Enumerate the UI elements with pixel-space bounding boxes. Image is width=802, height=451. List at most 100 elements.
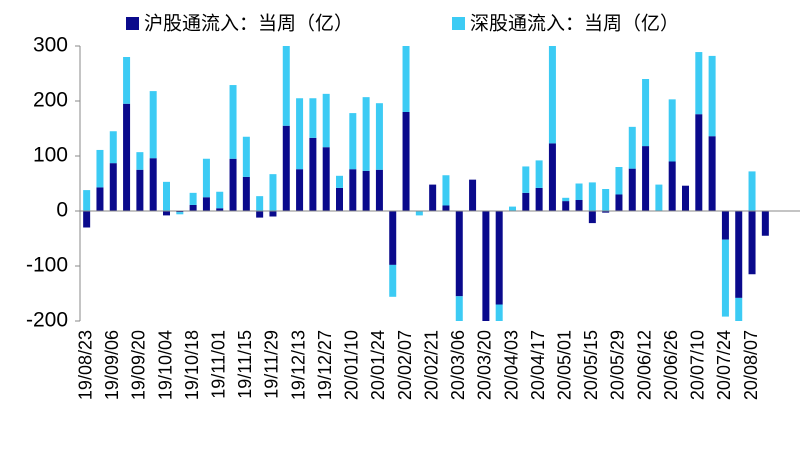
bar bbox=[282, 46, 290, 126]
bar bbox=[229, 158, 237, 211]
bar bbox=[668, 99, 676, 162]
bar bbox=[575, 183, 583, 200]
bar bbox=[269, 211, 277, 217]
bar bbox=[628, 168, 636, 211]
x-tick-label: 19/11/29 bbox=[262, 330, 282, 399]
bar bbox=[149, 91, 157, 159]
bar bbox=[628, 126, 636, 169]
x-tick-label: 20/02/21 bbox=[421, 330, 441, 400]
bar bbox=[163, 211, 170, 216]
x-tick-label: 20/02/07 bbox=[395, 330, 415, 400]
bar bbox=[202, 197, 210, 211]
bar bbox=[242, 176, 250, 211]
x-tick-label: 20/04/17 bbox=[528, 330, 548, 400]
bar bbox=[575, 200, 583, 211]
bar bbox=[735, 297, 743, 321]
bar bbox=[375, 103, 383, 170]
bar bbox=[668, 161, 676, 211]
bar bbox=[256, 196, 264, 211]
bar bbox=[282, 125, 290, 211]
x-tick-label: 19/10/04 bbox=[155, 330, 175, 400]
bar bbox=[83, 190, 91, 211]
bar bbox=[176, 211, 184, 213]
bar bbox=[269, 174, 277, 211]
bar bbox=[109, 163, 117, 211]
y-tick-label: 200 bbox=[33, 89, 68, 112]
bar bbox=[548, 46, 556, 144]
bar bbox=[562, 197, 570, 202]
bar bbox=[695, 52, 703, 115]
bar bbox=[375, 169, 383, 211]
y-tick-label: 300 bbox=[33, 34, 68, 57]
bar bbox=[189, 192, 197, 205]
bar bbox=[322, 93, 330, 148]
bar bbox=[402, 46, 410, 112]
x-tick-label: 20/01/24 bbox=[368, 330, 388, 400]
x-tick-label: 19/12/13 bbox=[288, 330, 308, 400]
x-tick-label: 20/05/29 bbox=[608, 330, 628, 400]
bar bbox=[256, 211, 264, 218]
bar bbox=[442, 205, 450, 211]
bar bbox=[189, 204, 197, 211]
bar bbox=[655, 184, 663, 211]
bar bbox=[682, 185, 689, 211]
legend-label: 沪股通流入：当周（亿） bbox=[144, 13, 353, 35]
bar bbox=[336, 187, 343, 211]
legend-swatch bbox=[126, 17, 139, 30]
bar bbox=[748, 211, 756, 275]
x-tick-label: 20/03/20 bbox=[475, 330, 495, 400]
bar bbox=[163, 181, 170, 211]
bar bbox=[761, 211, 769, 236]
bar bbox=[588, 211, 596, 224]
x-tick-label: 20/07/24 bbox=[714, 330, 734, 400]
bar bbox=[389, 264, 397, 297]
bar bbox=[642, 146, 650, 211]
bar bbox=[509, 206, 516, 211]
bar bbox=[642, 79, 650, 147]
bar bbox=[708, 136, 716, 211]
bar bbox=[748, 171, 756, 211]
bar bbox=[136, 169, 144, 211]
x-tick-label: 20/06/12 bbox=[634, 330, 654, 400]
x-tick-label: 19/09/06 bbox=[102, 330, 122, 400]
x-tick-label: 19/10/18 bbox=[182, 330, 202, 400]
bar bbox=[455, 296, 463, 321]
bar bbox=[495, 304, 503, 321]
legend-swatch bbox=[452, 17, 465, 30]
bar bbox=[176, 212, 184, 215]
bar bbox=[362, 170, 370, 211]
bar bbox=[322, 147, 330, 211]
x-tick-label: 20/03/06 bbox=[448, 330, 468, 400]
bar bbox=[109, 131, 117, 164]
bar bbox=[402, 112, 410, 211]
bar bbox=[229, 85, 237, 159]
bar bbox=[615, 194, 623, 211]
x-tick-label: 20/08/07 bbox=[741, 330, 761, 400]
bar bbox=[615, 167, 623, 195]
bar bbox=[136, 152, 144, 170]
bar bbox=[602, 211, 610, 213]
bar bbox=[149, 158, 157, 211]
bar bbox=[548, 143, 556, 211]
bar bbox=[336, 175, 343, 188]
x-tick-label: 19/09/20 bbox=[129, 330, 149, 400]
y-tick-label: 100 bbox=[33, 144, 68, 167]
bar bbox=[96, 187, 104, 211]
bar bbox=[242, 136, 250, 177]
x-tick-label: 19/08/23 bbox=[75, 330, 95, 400]
x-tick-label: 20/04/03 bbox=[501, 330, 521, 400]
bar bbox=[349, 113, 357, 170]
bar bbox=[296, 169, 304, 211]
x-tick-label: 20/06/26 bbox=[661, 330, 681, 400]
bar bbox=[455, 211, 463, 297]
bar bbox=[349, 169, 357, 211]
bar bbox=[695, 114, 703, 211]
bar bbox=[535, 187, 543, 211]
bar bbox=[735, 211, 743, 298]
bar bbox=[708, 55, 716, 137]
bar bbox=[562, 201, 570, 211]
x-tick-label: 20/05/15 bbox=[581, 330, 601, 400]
y-tick-label: -200 bbox=[26, 309, 68, 332]
bar bbox=[123, 103, 131, 211]
bar bbox=[202, 158, 210, 198]
